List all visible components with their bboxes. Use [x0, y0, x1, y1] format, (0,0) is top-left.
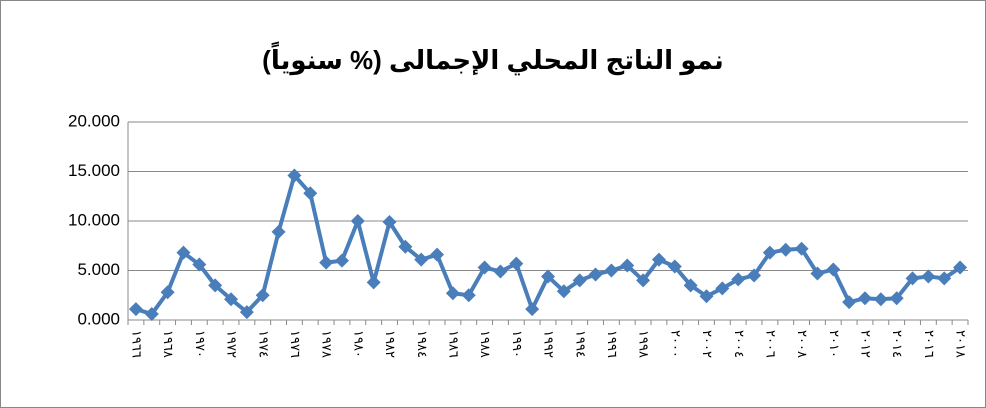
y-tick-label: 0.000: [77, 309, 120, 328]
x-tick-label: ١٩٦٦: [129, 330, 144, 358]
x-tick-label: ١٩٩٠: [510, 330, 525, 358]
chart-title: نمو الناتج المحلي الإجمالى (% سنوياً): [262, 41, 724, 76]
x-tick-label: ١٩٧٢: [225, 330, 240, 358]
marker: [493, 264, 508, 279]
marker: [921, 269, 936, 284]
x-tick-label: ٢٠١٠: [827, 330, 842, 358]
y-tick-label: 5.000: [77, 260, 120, 279]
marker: [334, 253, 349, 268]
marker: [794, 241, 809, 256]
marker: [144, 307, 159, 322]
x-tick-label: ٢٠٠٠: [668, 330, 683, 358]
marker: [620, 258, 635, 273]
marker: [857, 291, 872, 306]
marker: [208, 278, 223, 293]
marker: [398, 239, 413, 254]
marker: [905, 271, 920, 286]
x-tick-label: ٢٠١٤: [890, 330, 905, 358]
marker: [731, 272, 746, 287]
marker: [826, 262, 841, 277]
marker: [699, 289, 714, 304]
x-tick-label: ١٩٨٢: [383, 330, 398, 358]
x-tick-label: ١٩٩٦: [605, 330, 620, 358]
x-tick-label: ٢٠١٦: [922, 330, 937, 358]
x-tick-label: ٢٠٠٢: [700, 330, 715, 358]
x-tick-label: ٢٠٠٦: [763, 330, 778, 358]
marker: [303, 186, 318, 201]
marker: [477, 260, 492, 275]
x-tick-label: ١٩٨٦: [446, 330, 461, 358]
y-tick-label: 20.000: [68, 111, 120, 130]
y-tick-label: 15.000: [68, 161, 120, 180]
x-tick-label: ١٩٩٤: [573, 330, 588, 358]
marker: [588, 267, 603, 282]
x-tick-label: ١٩٧٤: [256, 330, 271, 358]
marker: [873, 292, 888, 307]
marker: [192, 257, 207, 272]
x-tick-label: ١٩٨٨: [478, 330, 493, 358]
marker: [445, 286, 460, 301]
marker: [319, 255, 334, 270]
marker: [889, 291, 904, 306]
marker: [525, 302, 540, 317]
x-tick-label: ١٩٩٨: [637, 330, 652, 358]
marker: [937, 271, 952, 286]
marker: [762, 245, 777, 260]
x-tick-label: ٢٠٠٨: [795, 330, 810, 358]
marker: [128, 302, 143, 317]
marker: [287, 168, 302, 183]
x-tick-label: ٢٠١٨: [954, 330, 969, 358]
marker: [382, 214, 397, 229]
marker: [461, 288, 476, 303]
marker: [255, 288, 270, 303]
y-tick-label: 10.000: [68, 210, 120, 229]
x-tick-label: ١٩٧٦: [288, 330, 303, 358]
marker: [160, 285, 175, 300]
marker: [224, 292, 239, 307]
marker: [509, 256, 524, 271]
marker: [747, 268, 762, 283]
marker: [239, 305, 254, 320]
marker: [572, 273, 587, 288]
marker: [636, 273, 651, 288]
marker: [556, 284, 571, 299]
marker: [414, 252, 429, 267]
marker: [715, 281, 730, 296]
x-tick-label: ١٩٦٨: [161, 330, 176, 358]
marker: [350, 214, 365, 228]
marker: [683, 278, 698, 293]
x-tick-label: ١٩٨٠: [351, 330, 366, 358]
x-tick-label: ٢٠١٢: [859, 330, 874, 358]
marker: [430, 247, 445, 262]
marker: [842, 295, 857, 310]
marker: [810, 266, 825, 281]
x-tick-label: ١٩٧٠: [193, 330, 208, 358]
marker: [651, 252, 666, 267]
x-tick-label: ١٩٨٤: [415, 330, 430, 358]
marker: [953, 260, 968, 275]
x-tick-label: ٢٠٠٤: [732, 330, 747, 358]
marker: [667, 259, 682, 274]
marker: [271, 224, 286, 239]
marker: [176, 245, 191, 260]
marker: [604, 263, 619, 278]
marker: [541, 269, 555, 284]
x-tick-label: ١٩٩٢: [542, 330, 557, 358]
marker: [366, 275, 381, 290]
x-tick-label: ١٩٧٨: [320, 330, 335, 358]
marker: [778, 242, 793, 257]
